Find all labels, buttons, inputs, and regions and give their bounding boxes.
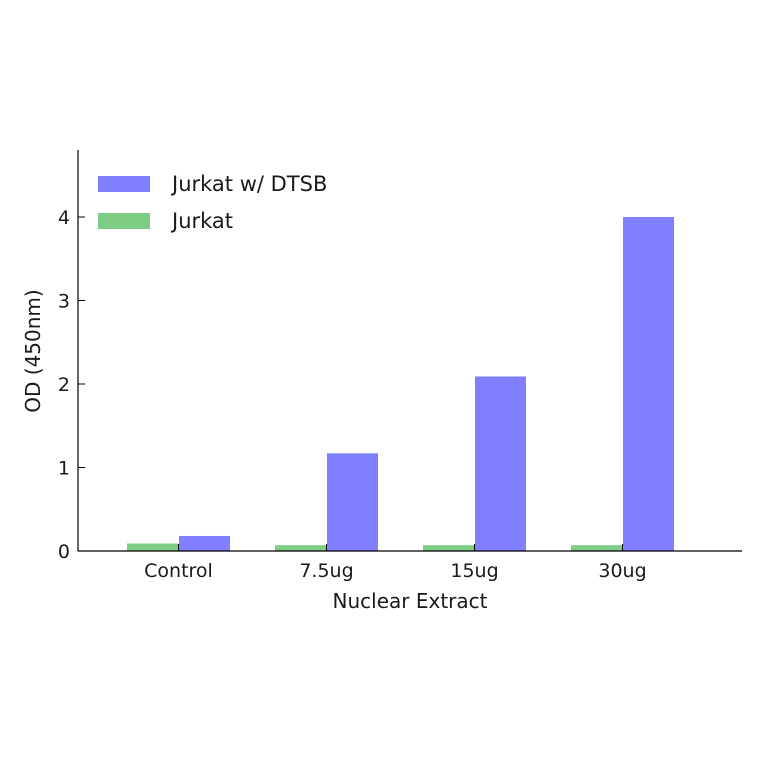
legend-swatch xyxy=(98,176,150,192)
bar-jurkat-7.5ug xyxy=(275,545,326,551)
x-axis-title: Nuclear Extract xyxy=(333,589,488,613)
y-axis-title: OD (450nm) xyxy=(21,289,45,412)
legend: Jurkat w/ DTSB Jurkat xyxy=(98,172,327,233)
legend-swatch xyxy=(98,213,150,229)
bar-jurkat-Control xyxy=(127,543,178,551)
x-tick-label: Control xyxy=(144,560,213,582)
legend-label: Jurkat xyxy=(170,209,233,233)
y-tick-label: 2 xyxy=(58,374,70,396)
bar-jurkat-15ug xyxy=(423,545,474,551)
legend-label: Jurkat w/ DTSB xyxy=(170,172,327,196)
y-tick-label: 0 xyxy=(58,541,70,563)
x-tick-label: 15ug xyxy=(450,560,498,582)
bar-jurkat-dtsb-Control xyxy=(179,535,230,551)
bar-jurkat-30ug xyxy=(571,545,622,551)
x-tick-label: 30ug xyxy=(598,560,646,582)
x-tick-label: 7.5ug xyxy=(299,560,353,582)
bar-jurkat-dtsb-30ug xyxy=(623,217,674,551)
y-tick-label: 4 xyxy=(58,207,70,229)
y-ticks-group: 0 1 2 3 4 xyxy=(58,207,85,563)
bars-group xyxy=(127,217,674,551)
x-ticks-group: Control 7.5ug 15ug 30ug xyxy=(144,544,647,582)
y-tick-label: 1 xyxy=(58,458,70,480)
bar-jurkat-dtsb-15ug xyxy=(475,376,526,551)
y-tick-label: 3 xyxy=(58,291,70,313)
bar-jurkat-dtsb-7.5ug xyxy=(327,453,378,551)
